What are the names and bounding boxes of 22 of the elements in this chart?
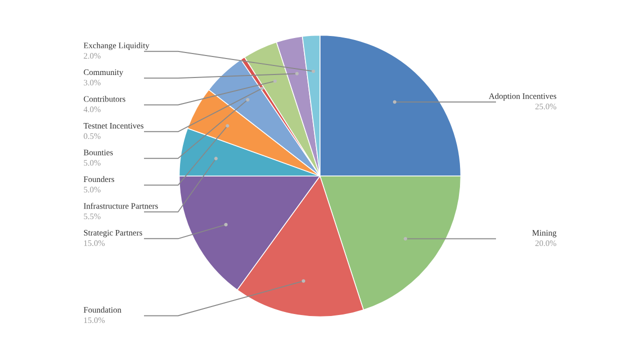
slice-label: Adoption Incentives xyxy=(488,93,556,101)
data-label: 0.5% xyxy=(84,133,101,139)
slice-label: Contributors xyxy=(84,96,126,102)
slice-label: Foundation xyxy=(84,306,122,313)
data-label: 15.0% xyxy=(84,240,105,246)
data-label: 2.0% xyxy=(84,53,101,59)
data-label: 5.0% xyxy=(84,160,101,166)
slice-label: Strategic Partners xyxy=(84,230,142,238)
data-label: 5.0% xyxy=(84,186,101,192)
slice-label: Testnet Incentives xyxy=(84,122,144,129)
data-label: 3.0% xyxy=(84,80,101,86)
data-label: 4.0% xyxy=(84,106,101,112)
slice-label: Infrastructure Partners xyxy=(84,202,158,209)
data-label: 20.0% xyxy=(535,240,556,246)
slice-label: Bounties xyxy=(84,150,113,156)
slice-label: Founders xyxy=(84,176,114,182)
slice-label: Mining xyxy=(532,230,556,238)
data-label: 5.5% xyxy=(84,214,101,220)
slice-label: Community xyxy=(84,69,124,77)
data-label: 25.0% xyxy=(535,104,556,110)
data-label: 15.0% xyxy=(84,317,105,324)
slice-label: Exchange Liquidity xyxy=(84,42,150,50)
